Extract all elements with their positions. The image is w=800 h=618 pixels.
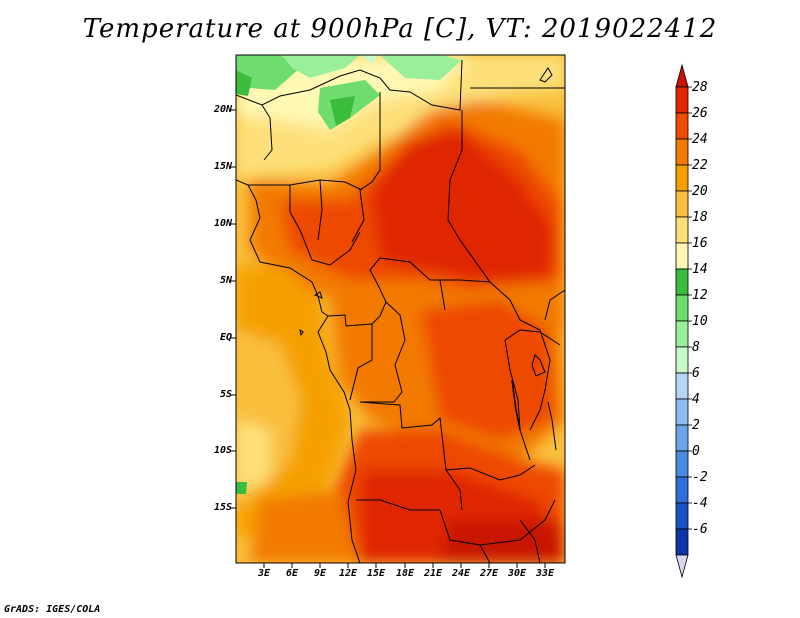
lat-label: EQ — [219, 332, 232, 343]
lon-label: 3E — [257, 568, 271, 579]
colorbar-segment — [675, 268, 689, 296]
colorbar-segment — [675, 164, 689, 192]
colorbar-label: 10 — [692, 314, 708, 329]
lon-ticks — [263, 563, 546, 568]
country-borders — [236, 59, 565, 563]
lat-label: 5N — [219, 275, 232, 286]
lon-label: 30E — [507, 568, 527, 579]
colorbar-segment — [675, 502, 689, 530]
colorbar-label: -6 — [692, 522, 708, 537]
grads-credit: GrADS: IGES/COLA — [4, 604, 101, 615]
colorbar-label: 16 — [692, 236, 708, 251]
lon-label: 21E — [423, 568, 443, 579]
lon-label: 18E — [395, 568, 415, 579]
lon-label: 27E — [479, 568, 499, 579]
colorbar-label: 12 — [692, 288, 708, 303]
lat-ticks — [231, 109, 236, 509]
lon-label: 6E — [285, 568, 299, 579]
lat-label: 15N — [213, 161, 232, 172]
lon-label: 24E — [451, 568, 471, 579]
colorbar-label: 26 — [692, 106, 708, 121]
colorbar-label: 24 — [692, 132, 708, 147]
colorbar-top-arrow — [675, 63, 689, 88]
lat-label: 15S — [213, 502, 232, 513]
map-frame — [235, 54, 566, 564]
colorbar-label: 28 — [692, 80, 708, 95]
lon-label: 15E — [366, 568, 386, 579]
lon-label: 9E — [313, 568, 327, 579]
colorbar-label: 6 — [692, 366, 700, 381]
colorbar-label: 14 — [692, 262, 708, 277]
lon-label: 12E — [338, 568, 358, 579]
colorbar-segment — [675, 294, 689, 322]
lat-label: 10S — [213, 445, 232, 456]
colorbar-segment — [675, 216, 689, 244]
colorbar-segment — [675, 528, 689, 556]
colorbar-label: -4 — [692, 496, 708, 511]
lon-label: 33E — [535, 568, 555, 579]
colorbar-segment — [675, 190, 689, 218]
colorbar-label: 0 — [692, 444, 700, 459]
colorbar-label: 4 — [692, 392, 700, 407]
colorbar-segment — [675, 346, 689, 374]
colorbar-segment — [675, 450, 689, 478]
colorbar — [675, 63, 692, 579]
colorbar-segment — [675, 112, 689, 140]
lat-label: 10N — [213, 218, 232, 229]
colorbar-segment — [675, 424, 689, 452]
lat-label: 20N — [213, 104, 232, 115]
colorbar-label: -2 — [692, 470, 708, 485]
colorbar-segment — [675, 398, 689, 426]
lat-label: 5S — [219, 389, 232, 400]
colorbar-label: 18 — [692, 210, 708, 225]
colorbar-label: 8 — [692, 340, 700, 355]
colorbar-segment — [675, 242, 689, 270]
temperature-field — [236, 55, 565, 563]
colorbar-segment — [675, 476, 689, 504]
colorbar-bottom-arrow — [675, 554, 689, 579]
map-title: Temperature at 900hPa [C], VT: 201902241… — [82, 14, 718, 44]
colorbar-label: 20 — [692, 184, 708, 199]
colorbar-label: 22 — [692, 158, 708, 173]
colorbar-label: 2 — [692, 418, 700, 433]
colorbar-segment — [675, 372, 689, 400]
colorbar-segment — [675, 86, 689, 114]
colorbar-segment — [675, 138, 689, 166]
colorbar-segment — [675, 320, 689, 348]
